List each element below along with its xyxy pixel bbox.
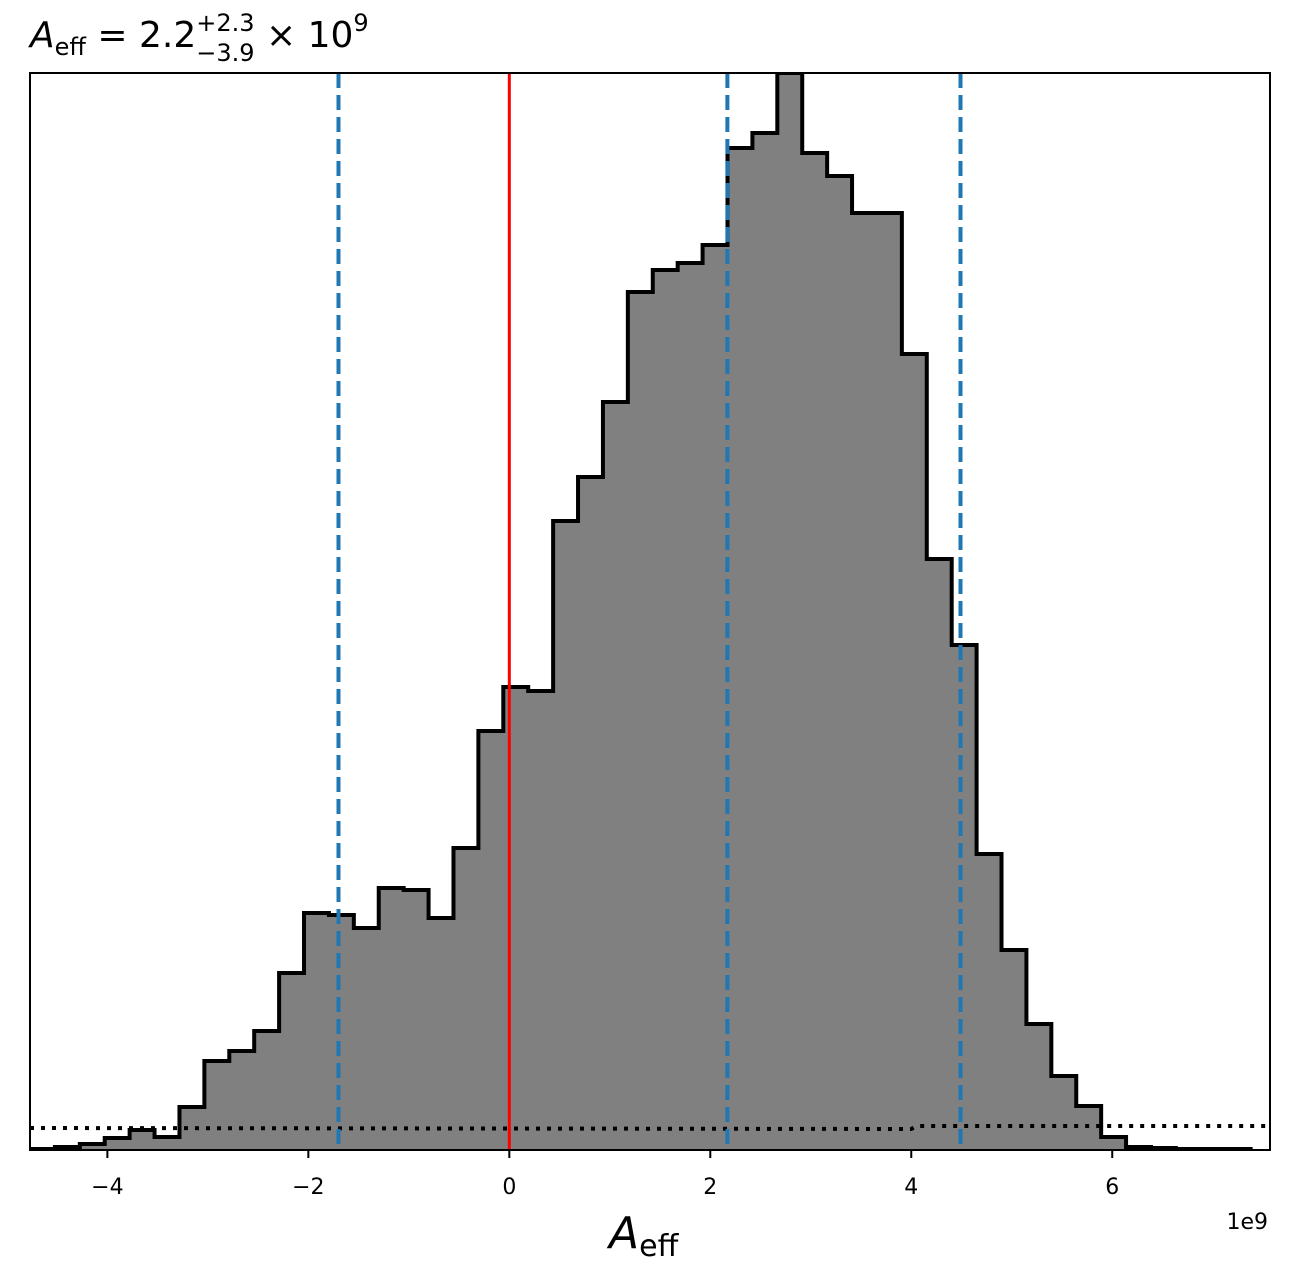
histogram-bar bbox=[353, 928, 380, 1150]
chart-title: Aeff = 2.2+2.3 −3.9 × 109 bbox=[28, 9, 369, 67]
title-plus-error: +2.3 bbox=[196, 9, 254, 37]
title-symbol: A bbox=[28, 15, 55, 56]
title-exponent: 9 bbox=[353, 9, 368, 37]
title-symbol-sub: eff bbox=[55, 33, 87, 61]
histogram-bar bbox=[1026, 1024, 1052, 1150]
x-tick-label: 2 bbox=[703, 1175, 717, 1200]
histogram-bar bbox=[876, 213, 903, 1150]
histogram-bar bbox=[403, 890, 430, 1150]
histogram-bar bbox=[578, 477, 604, 1150]
histogram-bar bbox=[1101, 1137, 1127, 1150]
x-axis-label: Aeff bbox=[606, 1208, 680, 1264]
title-times-power: × 10 bbox=[255, 15, 354, 56]
x-axis-offset-label: 1e9 bbox=[1226, 1210, 1268, 1235]
histogram-bar bbox=[727, 148, 754, 1150]
histogram-bar bbox=[503, 687, 529, 1150]
title-minus-error: −3.9 bbox=[196, 39, 254, 67]
histogram-bar bbox=[304, 913, 330, 1150]
x-tick-label: 6 bbox=[1105, 1175, 1119, 1200]
histogram-bar bbox=[976, 854, 1003, 1150]
histogram-bar bbox=[79, 1144, 106, 1150]
x-tick-label: −4 bbox=[91, 1175, 123, 1200]
x-axis-ticks: −4 −2 0 2 4 6 bbox=[91, 1150, 1119, 1200]
histogram-bar bbox=[428, 918, 455, 1150]
histogram-bar bbox=[528, 691, 554, 1150]
histogram-bar bbox=[827, 176, 853, 1150]
histogram-bar bbox=[652, 270, 679, 1150]
histogram-bar bbox=[752, 133, 778, 1150]
histogram-bar bbox=[602, 402, 629, 1150]
histogram-outline bbox=[30, 73, 1253, 1150]
histogram-bar bbox=[104, 1138, 131, 1150]
histogram-bar bbox=[179, 1107, 205, 1150]
histogram-bar bbox=[378, 888, 405, 1150]
histogram-bar bbox=[328, 915, 355, 1150]
histogram-bar bbox=[702, 245, 729, 1150]
histogram-bar bbox=[204, 1061, 230, 1150]
histogram-bar bbox=[852, 213, 878, 1150]
x-axis-label-symbol: A bbox=[606, 1208, 639, 1259]
x-tick-label: −2 bbox=[292, 1175, 324, 1200]
histogram-bar bbox=[254, 1031, 280, 1150]
histogram-bar bbox=[478, 731, 504, 1150]
histogram-bar bbox=[677, 263, 704, 1150]
histogram-bar bbox=[279, 973, 305, 1150]
histogram-bar bbox=[1051, 1076, 1077, 1150]
histogram-bar bbox=[901, 354, 928, 1150]
axes-frame bbox=[29, 72, 1271, 1151]
title-equals: = 2.2 bbox=[86, 15, 196, 56]
histogram-bar bbox=[453, 848, 479, 1150]
histogram-bar bbox=[553, 521, 579, 1150]
histogram-bar bbox=[229, 1051, 255, 1150]
x-axis-label-sub: eff bbox=[639, 1229, 679, 1264]
histogram-bar bbox=[627, 292, 654, 1150]
histogram-bar bbox=[1001, 950, 1028, 1150]
histogram-bar bbox=[154, 1137, 181, 1150]
x-tick-label: 0 bbox=[502, 1175, 516, 1200]
x-tick-label: 4 bbox=[904, 1175, 918, 1200]
prior-dotted-line bbox=[30, 1124, 1270, 1132]
histogram-bar bbox=[926, 559, 953, 1150]
histogram-bar bbox=[802, 153, 828, 1150]
histogram-bar bbox=[129, 1130, 156, 1150]
histogram-bar bbox=[777, 73, 803, 1150]
histogram-bar bbox=[951, 645, 978, 1150]
plot-area bbox=[30, 73, 1270, 1150]
